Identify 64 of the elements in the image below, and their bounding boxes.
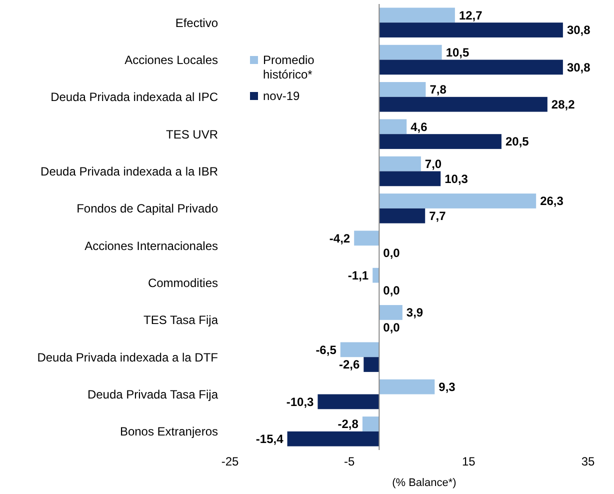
- data-label: 3,9: [406, 306, 424, 320]
- bar: [379, 379, 435, 394]
- bar: [379, 171, 441, 186]
- data-label: 28,2: [551, 98, 576, 112]
- bar: [318, 394, 380, 410]
- y-tick-label: TES UVR: [166, 127, 218, 142]
- bar: [354, 230, 380, 246]
- bar: [372, 268, 380, 283]
- bar: [379, 60, 563, 75]
- x-tick-label: -5: [344, 454, 355, 469]
- bar: [379, 8, 455, 23]
- bar: [379, 44, 442, 60]
- bar: [379, 194, 536, 208]
- data-label: 30,8: [566, 23, 591, 38]
- data-label: -2,8: [338, 417, 359, 432]
- bar: [379, 305, 402, 320]
- bar: [379, 156, 421, 172]
- data-label: 0,0: [383, 246, 400, 260]
- y-tick-label: Deuda Privada indexada a la DTF: [37, 350, 218, 364]
- bar: [379, 208, 426, 224]
- data-label: 26,3: [540, 194, 564, 208]
- y-tick-label: Fondos de Capital Privado: [76, 202, 218, 216]
- data-label: 12,7: [458, 8, 483, 22]
- data-label: 0,0: [383, 283, 400, 298]
- data-label: -2,6: [338, 358, 360, 372]
- data-label: 7,7: [429, 209, 446, 224]
- y-tick-label: TES Tasa Fija: [144, 313, 218, 328]
- data-label: -10,3: [286, 394, 314, 409]
- x-tick-label: 35: [581, 454, 595, 469]
- bar: [379, 119, 407, 134]
- x-tick-label: -25: [221, 454, 239, 469]
- data-label: -15,4: [256, 432, 284, 446]
- bar: [364, 357, 380, 372]
- y-tick-label: Acciones Locales: [124, 52, 218, 67]
- data-label: 4,6: [410, 120, 428, 134]
- data-label: 10,5: [446, 46, 470, 60]
- legend-label: Promedio histórico*: [263, 53, 315, 82]
- bar: [340, 342, 380, 358]
- bar: [287, 431, 380, 446]
- legend-label: nov-19: [263, 89, 300, 103]
- bar: [362, 416, 380, 432]
- x-tick-label: 15: [462, 454, 476, 469]
- bar: [379, 134, 502, 149]
- data-label: -6,5: [316, 342, 337, 357]
- data-label: 7,0: [424, 157, 442, 172]
- data-label: 0,0: [383, 320, 400, 335]
- data-label: -1,1: [348, 268, 369, 283]
- y-tick-label: Bonos Extranjeros: [120, 424, 218, 439]
- data-label: 30,8: [566, 60, 591, 74]
- data-label: -4,2: [329, 231, 350, 246]
- bar: [379, 22, 563, 38]
- y-tick-label: Commodities: [148, 276, 218, 290]
- y-tick-label: Deuda Privada indexada a la IBR: [40, 164, 218, 178]
- bar: [379, 96, 548, 112]
- data-label: 9,3: [438, 380, 456, 394]
- y-tick-label: Efectivo: [175, 16, 218, 30]
- y-tick-label: Deuda Privada indexada al IPC: [50, 90, 218, 104]
- y-tick-label: Deuda Privada Tasa Fija: [87, 387, 218, 402]
- x-axis-title: (% Balance*): [392, 477, 456, 489]
- data-label: 20,5: [505, 134, 530, 149]
- y-tick-label: Acciones Internacionales: [84, 238, 218, 253]
- data-label: 7,8: [430, 82, 447, 97]
- bar: [379, 82, 426, 97]
- data-label: 10,3: [444, 172, 468, 186]
